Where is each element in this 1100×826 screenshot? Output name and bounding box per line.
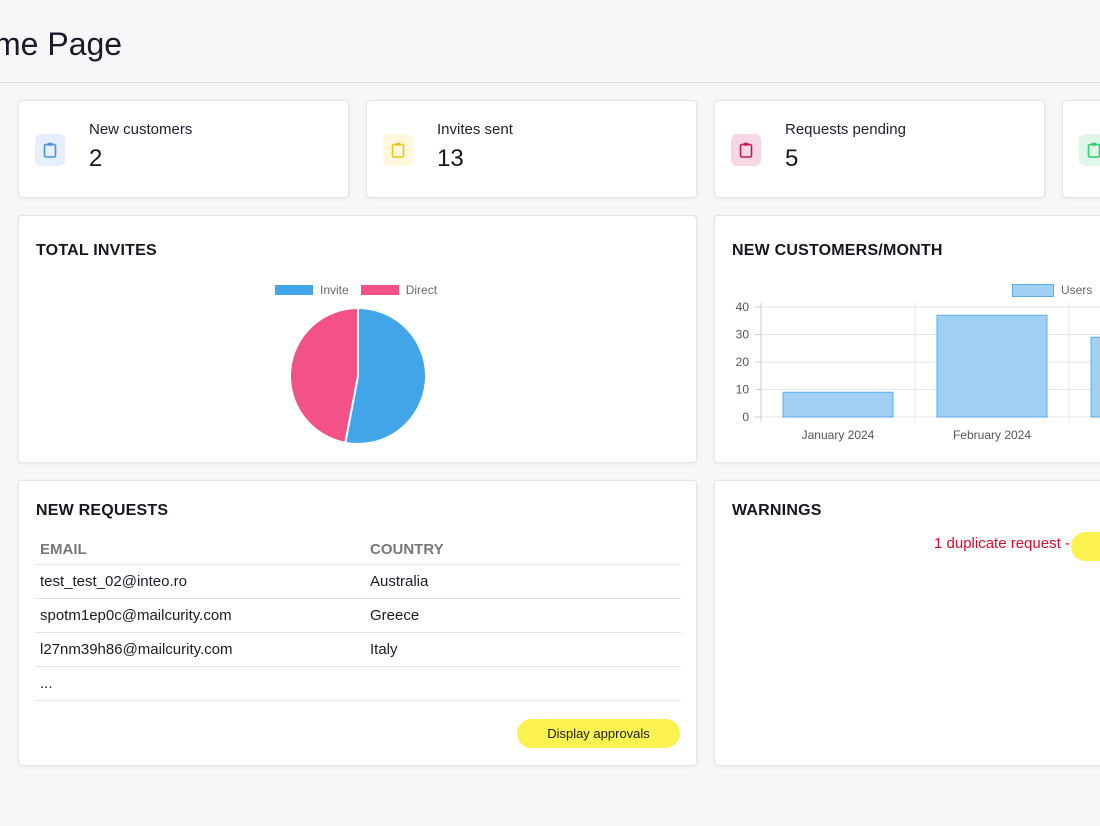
y-tick-label: 30 — [736, 328, 750, 342]
new-customers-month-card: NEW CUSTOMERS/MONTH Users 0 10 20 30 40 Janua… — [714, 215, 1100, 463]
country-cell: Greece — [366, 598, 681, 633]
table-header-row: EMAIL COUNTRY — [36, 534, 681, 565]
bar-legend: Users — [1012, 283, 1100, 297]
legend-entry: Users — [1012, 283, 1092, 297]
stat-card-new-customers[interactable]: New customers 2 — [18, 100, 349, 198]
column-header-country: COUNTRY — [366, 534, 681, 565]
clipboard-icon — [1079, 134, 1100, 166]
card-heading: WARNINGS — [732, 502, 822, 519]
table-row[interactable]: test_test_02@inteo.ro Australia — [36, 564, 681, 599]
legend-label: Users — [1061, 283, 1093, 297]
stat-card-requests-pending[interactable]: Requests pending 5 — [714, 100, 1045, 198]
warning-action-button[interactable] — [1071, 532, 1100, 561]
stat-value: 5 — [785, 145, 799, 172]
display-approvals-button[interactable]: Display approvals — [517, 719, 680, 748]
table-row[interactable]: spotm1ep0c@mailcurity.com Greece — [36, 598, 681, 633]
title-divider — [0, 82, 1100, 83]
card-heading: NEW CUSTOMERS/MONTH — [732, 242, 943, 259]
pie-chart — [288, 306, 427, 445]
warnings-card: WARNINGS 1 duplicate request - — [714, 480, 1100, 766]
pie-slice-direct[interactable] — [288, 306, 359, 444]
bar-3[interactable] — [1090, 336, 1100, 418]
legend-swatch — [360, 285, 399, 295]
pie-legend: Invite Direct — [275, 283, 449, 297]
stat-card-fourth[interactable] — [1062, 100, 1100, 198]
stat-card-invites-sent[interactable]: Invites sent 13 — [366, 100, 697, 198]
country-cell: Italy — [366, 632, 681, 667]
stat-value: 13 — [437, 145, 464, 172]
country-cell — [366, 666, 681, 701]
x-tick-label: February 2024 — [953, 428, 1031, 442]
stat-label: Requests pending — [785, 121, 906, 138]
legend-swatch — [275, 285, 313, 295]
y-tick-label: 0 — [742, 410, 749, 424]
table-row: ... — [36, 666, 681, 701]
bar-1[interactable] — [782, 391, 894, 418]
y-tick-label: 10 — [736, 383, 750, 397]
ellipsis-cell: ... — [36, 666, 366, 701]
clipboard-icon — [35, 134, 65, 166]
page-title: me Page — [0, 26, 123, 62]
bar-chart: 0 10 20 30 40 January 2024 February 2024 — [736, 300, 1100, 442]
table-row[interactable]: l27nm39h86@mailcurity.com Italy — [36, 632, 681, 667]
country-cell: Australia — [366, 564, 681, 599]
card-heading: NEW REQUESTS — [36, 502, 169, 519]
stat-label: Invites sent — [437, 121, 513, 138]
column-header-email: EMAIL — [36, 534, 366, 565]
new-requests-card: NEW REQUESTS EMAIL COUNTRY test_test_02@… — [18, 480, 697, 766]
total-invites-card: TOTAL INVITES Invite Direct — [18, 215, 697, 463]
stat-label: New customers — [89, 121, 193, 138]
x-tick-label: January 2024 — [802, 428, 875, 442]
pie-slice-invite[interactable] — [344, 306, 427, 445]
clipboard-icon — [383, 134, 413, 166]
requests-table: EMAIL COUNTRY test_test_02@inteo.ro Aust… — [36, 534, 681, 701]
legend-swatch — [1012, 283, 1054, 297]
legend-entry: Invite — [275, 283, 349, 297]
legend-label: Invite — [320, 283, 349, 297]
email-cell: spotm1ep0c@mailcurity.com — [36, 598, 366, 633]
stat-value: 2 — [89, 145, 103, 172]
bar-2[interactable] — [936, 314, 1048, 418]
card-heading: TOTAL INVITES — [36, 242, 157, 259]
email-cell: l27nm39h86@mailcurity.com — [36, 632, 366, 667]
y-tick-label: 20 — [736, 355, 750, 369]
legend-entry: Direct — [360, 283, 438, 297]
legend-label: Direct — [405, 283, 438, 297]
clipboard-icon — [731, 134, 761, 166]
warning-message: 1 duplicate request - — [934, 535, 1070, 552]
email-cell: test_test_02@inteo.ro — [36, 564, 366, 599]
y-tick-label: 40 — [736, 300, 750, 314]
